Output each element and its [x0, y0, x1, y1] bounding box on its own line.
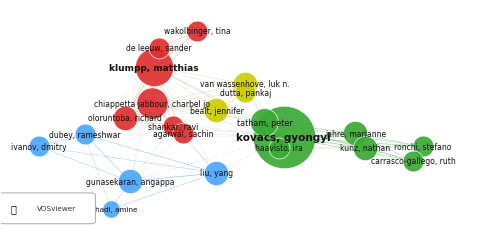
Text: kovacs, gyongyi: kovacs, gyongyi — [236, 132, 331, 142]
Point — [35, 145, 43, 149]
Text: gunasekaran, angappa: gunasekaran, angappa — [86, 177, 174, 186]
Point — [280, 135, 287, 139]
Point — [260, 121, 268, 125]
Text: carrasco-gallego, ruth: carrasco-gallego, ruth — [370, 157, 456, 166]
Point — [361, 146, 369, 150]
Text: haavisto, ira: haavisto, ira — [255, 144, 302, 153]
Point — [212, 171, 220, 175]
Text: van wassenhove, luk n.: van wassenhove, luk n. — [200, 80, 290, 89]
Point — [170, 125, 177, 128]
Text: bealt, jennifer: bealt, jennifer — [190, 106, 244, 115]
Point — [122, 116, 130, 120]
Point — [148, 102, 156, 106]
Point — [241, 83, 249, 86]
Text: belhadi, amine: belhadi, amine — [84, 206, 138, 212]
Text: kunz, nathan: kunz, nathan — [340, 144, 390, 153]
Text: ronchi, stefano: ronchi, stefano — [394, 142, 452, 151]
Text: chiappetta jabbour, charbel jo: chiappetta jabbour, charbel jo — [94, 99, 210, 108]
Point — [126, 180, 134, 183]
Text: agarwal, sachin: agarwal, sachin — [152, 129, 213, 138]
Text: ivanov, dmitry: ivanov, dmitry — [11, 142, 67, 151]
Text: oloruntoba, richard: oloruntoba, richard — [88, 114, 162, 123]
Text: jahre, marianne: jahre, marianne — [325, 129, 386, 138]
Point — [194, 30, 202, 34]
Point — [212, 109, 220, 113]
Point — [241, 91, 249, 95]
Text: shankar, ravi: shankar, ravi — [148, 122, 198, 131]
Point — [155, 47, 163, 50]
Point — [179, 132, 187, 136]
Point — [409, 159, 417, 163]
Point — [275, 146, 283, 150]
Text: wakolbinger, tina: wakolbinger, tina — [164, 27, 230, 36]
Text: tatham, peter: tatham, peter — [236, 118, 292, 127]
Point — [150, 66, 158, 70]
Text: de leeuw, sander: de leeuw, sander — [126, 44, 192, 53]
Point — [352, 132, 360, 136]
Point — [107, 207, 115, 211]
Text: 🔥: 🔥 — [10, 203, 16, 213]
Point — [418, 145, 426, 149]
Text: klumpp, matthias: klumpp, matthias — [110, 63, 199, 72]
Text: VOSviewer: VOSviewer — [36, 205, 76, 211]
Point — [80, 133, 88, 137]
Text: dutta, pankaj: dutta, pankaj — [220, 88, 271, 97]
FancyBboxPatch shape — [0, 193, 96, 224]
Text: liu, yang: liu, yang — [200, 169, 233, 178]
Text: dubey, rameshwar: dubey, rameshwar — [49, 130, 120, 139]
